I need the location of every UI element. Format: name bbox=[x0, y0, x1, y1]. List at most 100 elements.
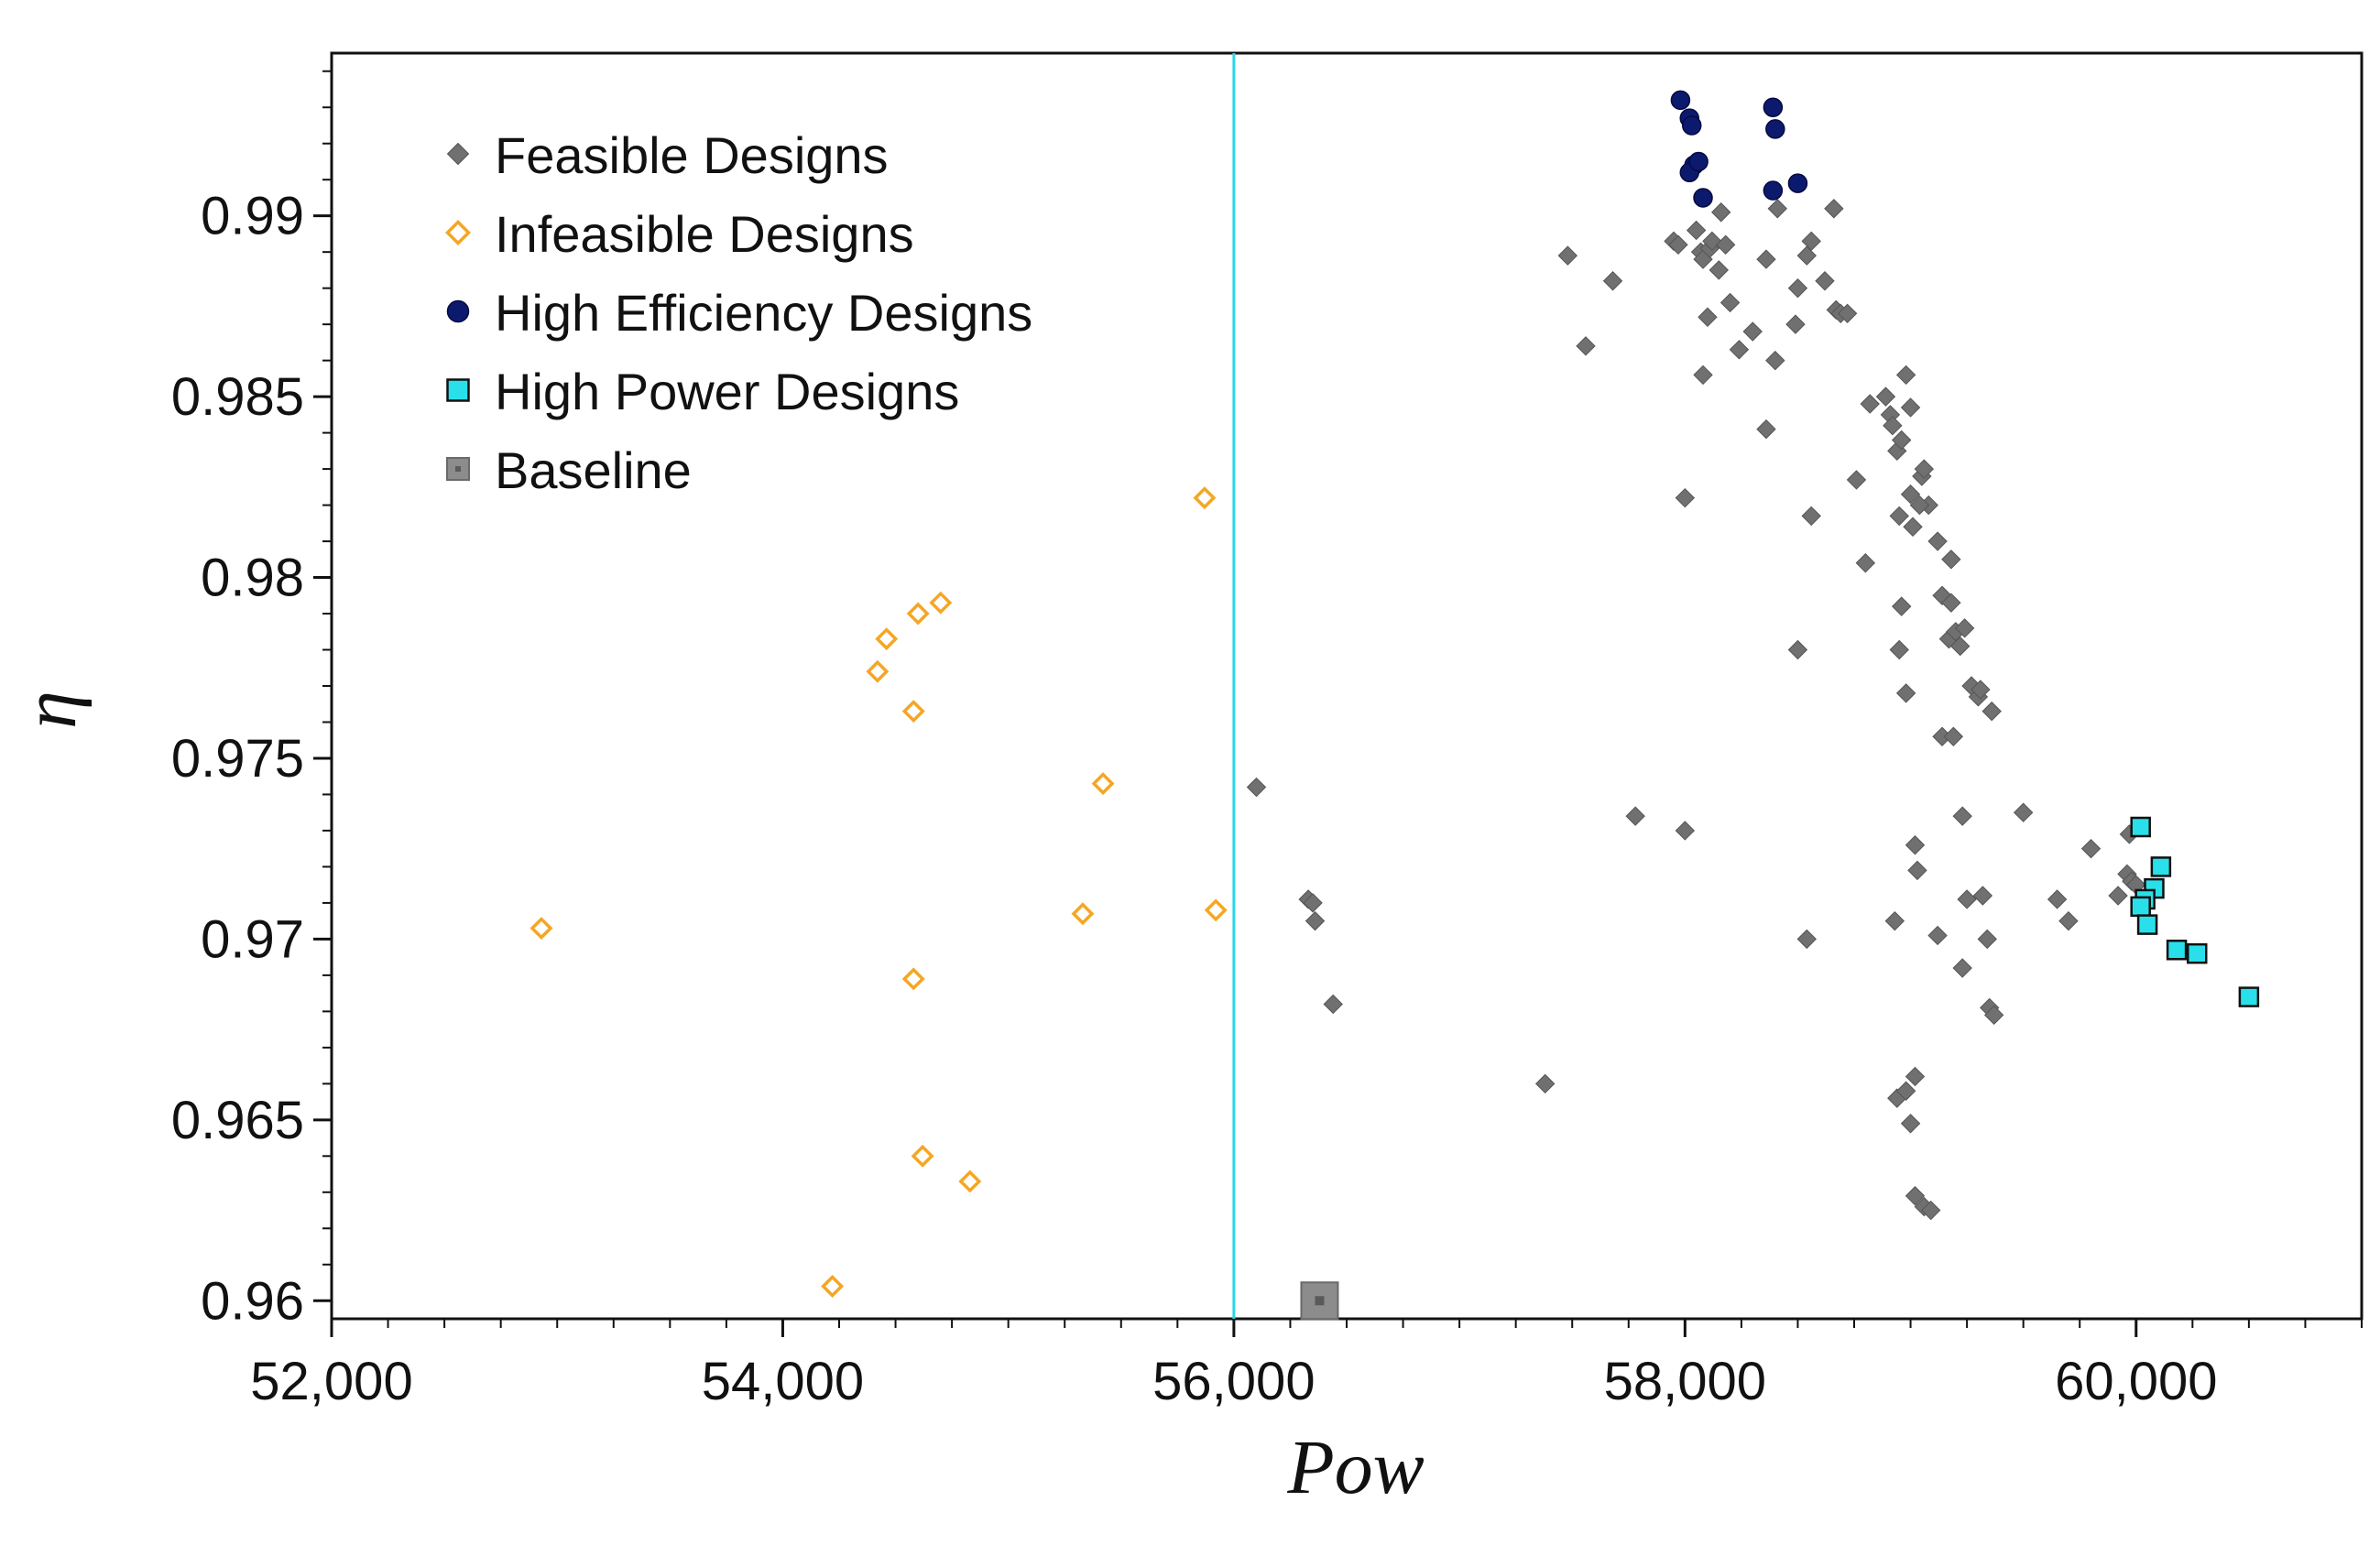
axis-titles: Pow η bbox=[7, 691, 1425, 1510]
feasible-designs-point bbox=[1982, 701, 2002, 722]
feasible-designs-point bbox=[1693, 364, 1713, 386]
feasible-designs-point bbox=[1909, 495, 1930, 516]
infeasible-designs-point bbox=[875, 627, 899, 651]
legend-marker-baseline-core bbox=[455, 466, 461, 472]
legend-label-infeasible-designs: Infeasible Designs bbox=[495, 205, 914, 263]
feasible-designs-point bbox=[1305, 910, 1326, 931]
feasible-designs-point bbox=[1914, 459, 1935, 479]
feasible-designs-point bbox=[1884, 910, 1905, 931]
infeasible-designs-point bbox=[911, 1144, 934, 1168]
legend-marker-infeasible-designs bbox=[445, 220, 471, 245]
feasible-designs-point bbox=[1860, 394, 1880, 414]
feasible-designs-point bbox=[1891, 430, 1912, 451]
high-power-designs-point bbox=[2166, 939, 2188, 961]
feasible-designs-point bbox=[1815, 271, 1835, 291]
legend-marker-feasible-designs bbox=[446, 142, 470, 166]
feasible-designs-point bbox=[1715, 234, 1736, 255]
x-tick-label: 56,000 bbox=[1152, 1352, 1315, 1411]
feasible-designs-point bbox=[1557, 245, 1578, 266]
feasible-designs-point bbox=[1796, 245, 1818, 266]
feasible-designs-point bbox=[1905, 835, 1926, 855]
feasible-designs-point bbox=[1971, 680, 1991, 700]
feasible-designs-point bbox=[1246, 777, 1267, 798]
feasible-designs-point bbox=[1576, 336, 1596, 356]
legend-label-high-power-designs: High Power Designs bbox=[495, 363, 959, 420]
feasible-designs-point bbox=[1983, 1005, 2004, 1026]
feasible-designs-point bbox=[1875, 386, 1896, 407]
legend-marker-high-efficiency-designs bbox=[446, 299, 470, 323]
infeasible-designs-point bbox=[901, 967, 925, 991]
feasible-designs-point bbox=[1711, 202, 1731, 223]
feasible-designs-point bbox=[1801, 506, 1821, 527]
feasible-designs-point bbox=[1943, 726, 1964, 746]
infeasible-designs-point bbox=[929, 591, 953, 615]
high-power-designs-point bbox=[2187, 942, 2208, 964]
high-efficiency-designs-point bbox=[1765, 119, 1785, 139]
feasible-designs-point bbox=[1668, 234, 1688, 255]
feasible-designs-point bbox=[1900, 484, 1921, 505]
feasible-designs-point bbox=[1675, 487, 1696, 508]
infeasible-designs-point bbox=[866, 659, 890, 683]
feasible-designs-point bbox=[1952, 806, 1972, 826]
feasible-designs-point bbox=[1675, 821, 1696, 841]
feasible-designs-point bbox=[1787, 277, 1808, 299]
feasible-designs-point bbox=[1905, 1066, 1926, 1087]
high-efficiency-designs-point bbox=[1787, 173, 1808, 193]
infeasible-designs-point bbox=[906, 602, 930, 626]
feasible-designs-point bbox=[1972, 886, 1993, 906]
feasible-designs-point bbox=[1900, 1114, 1921, 1134]
legend-label-high-efficiency-designs: High Efficiency Designs bbox=[495, 284, 1032, 342]
feasible-designs-point bbox=[1921, 1200, 1941, 1221]
feasible-designs-point bbox=[1756, 249, 1776, 269]
y-tick-label: 0.985 bbox=[171, 367, 304, 427]
feasible-designs-point bbox=[1625, 806, 1645, 826]
infeasible-designs-point bbox=[529, 917, 553, 941]
y-axis-title: η bbox=[7, 691, 93, 729]
feasible-designs-point bbox=[2108, 886, 2128, 906]
data-points bbox=[529, 90, 2260, 1321]
feasible-designs-point bbox=[1801, 231, 1821, 252]
feasible-designs-point bbox=[1957, 889, 1977, 909]
feasible-designs-point bbox=[1702, 231, 1722, 252]
feasible-designs-point bbox=[1765, 350, 1785, 371]
feasible-designs-point bbox=[1903, 517, 1923, 537]
legend-label-baseline: Baseline bbox=[495, 441, 692, 499]
feasible-designs-point bbox=[1941, 593, 1961, 613]
x-tick-label: 58,000 bbox=[1604, 1352, 1766, 1411]
feasible-designs-point bbox=[1602, 271, 1623, 291]
feasible-designs-point bbox=[2080, 838, 2102, 859]
feasible-designs-point bbox=[1977, 929, 1997, 950]
feasible-designs-point bbox=[1323, 994, 1343, 1015]
high-efficiency-designs-point bbox=[1763, 97, 1784, 117]
feasible-designs-point bbox=[1796, 929, 1818, 950]
x-axis-title: Pow bbox=[1286, 1425, 1424, 1510]
feasible-designs-point bbox=[1837, 303, 1858, 324]
high-power-designs-point bbox=[2130, 896, 2151, 918]
high-efficiency-designs-point bbox=[1693, 188, 1713, 208]
feasible-designs-point bbox=[1889, 506, 1909, 527]
x-tick-label: 60,000 bbox=[2055, 1352, 2217, 1411]
y-tick-label: 0.965 bbox=[171, 1091, 304, 1150]
high-power-designs-point bbox=[2136, 914, 2158, 935]
legend-label-feasible-designs: Feasible Designs bbox=[495, 126, 889, 184]
feasible-designs-point bbox=[1756, 419, 1776, 440]
feasible-designs-point bbox=[1954, 618, 1975, 638]
feasible-designs-point bbox=[1941, 549, 1961, 570]
feasible-designs-point bbox=[1952, 958, 1972, 978]
high-power-designs-point bbox=[2130, 816, 2151, 838]
feasible-designs-point bbox=[1698, 307, 1718, 327]
legend: Feasible Designs Infeasible Designs High E… bbox=[445, 126, 1032, 499]
feasible-designs-point bbox=[1895, 364, 1916, 386]
infeasible-designs-point bbox=[1091, 772, 1115, 796]
infeasible-designs-point bbox=[1071, 902, 1095, 926]
feasible-designs-point bbox=[2013, 802, 2034, 822]
feasible-designs-point bbox=[1905, 1186, 1926, 1206]
feasible-designs-point bbox=[1709, 260, 1729, 280]
feasible-designs-point bbox=[1927, 925, 1948, 946]
feasible-designs-point bbox=[1824, 199, 1844, 219]
high-efficiency-designs-point bbox=[1763, 180, 1784, 201]
infeasible-designs-point bbox=[958, 1170, 982, 1193]
feasible-designs-point bbox=[1907, 860, 1927, 881]
infeasible-designs-point bbox=[821, 1274, 845, 1298]
